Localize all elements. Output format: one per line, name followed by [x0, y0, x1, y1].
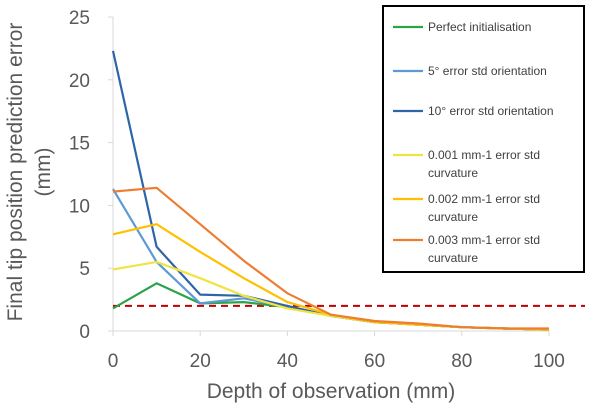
legend-label-4-line-1: 0.001 mm-1 error std: [428, 148, 540, 162]
y-tick-label: 0: [79, 322, 90, 343]
legend-label-5-line-2: curvature: [428, 210, 478, 224]
y-tick-label: 20: [69, 71, 90, 92]
legend-label-1-line-1: Perfect initialisation: [428, 20, 531, 34]
x-tick-label: 80: [451, 351, 472, 372]
x-tick-label: 40: [277, 351, 298, 372]
x-tick-label: 60: [364, 351, 385, 372]
legend-label-4-line-2: curvature: [428, 166, 478, 180]
legend-label-6-line-2: curvature: [428, 251, 478, 265]
series-group: [111, 50, 550, 331]
x-tick-labels: 0 20 40 60 80 100: [108, 351, 565, 372]
series-line-6: [112, 186, 549, 330]
y-axis-title-line-1: Final tip position prediction error: [4, 23, 27, 322]
y-tick-label: 15: [69, 134, 90, 155]
x-tick-label: 20: [190, 351, 211, 372]
legend-label-2-line-1: 5° error std orientation: [428, 64, 547, 78]
legend: Perfect initialisation 5° error std orien…: [382, 5, 585, 273]
x-tick-label: 0: [108, 351, 119, 372]
legend-label-6-line-1: 0.003 mm-1 error std: [428, 233, 540, 247]
y-tick-label: 5: [79, 259, 90, 280]
x-axis-title: Depth of observation (mm): [207, 380, 456, 403]
y-tick-labels: 0 5 10 15 20 25: [69, 8, 90, 343]
y-tick-label: 10: [69, 196, 90, 217]
y-tick-label: 25: [69, 8, 90, 29]
axes: [108, 16, 550, 336]
legend-box: [382, 5, 585, 273]
y-axis-title-line-2: (mm): [32, 148, 55, 197]
x-tick-label: 100: [533, 351, 565, 372]
legend-label-3-line-1: 10° error std orientation: [428, 104, 554, 118]
legend-label-5-line-1: 0.002 mm-1 error std: [428, 192, 540, 206]
